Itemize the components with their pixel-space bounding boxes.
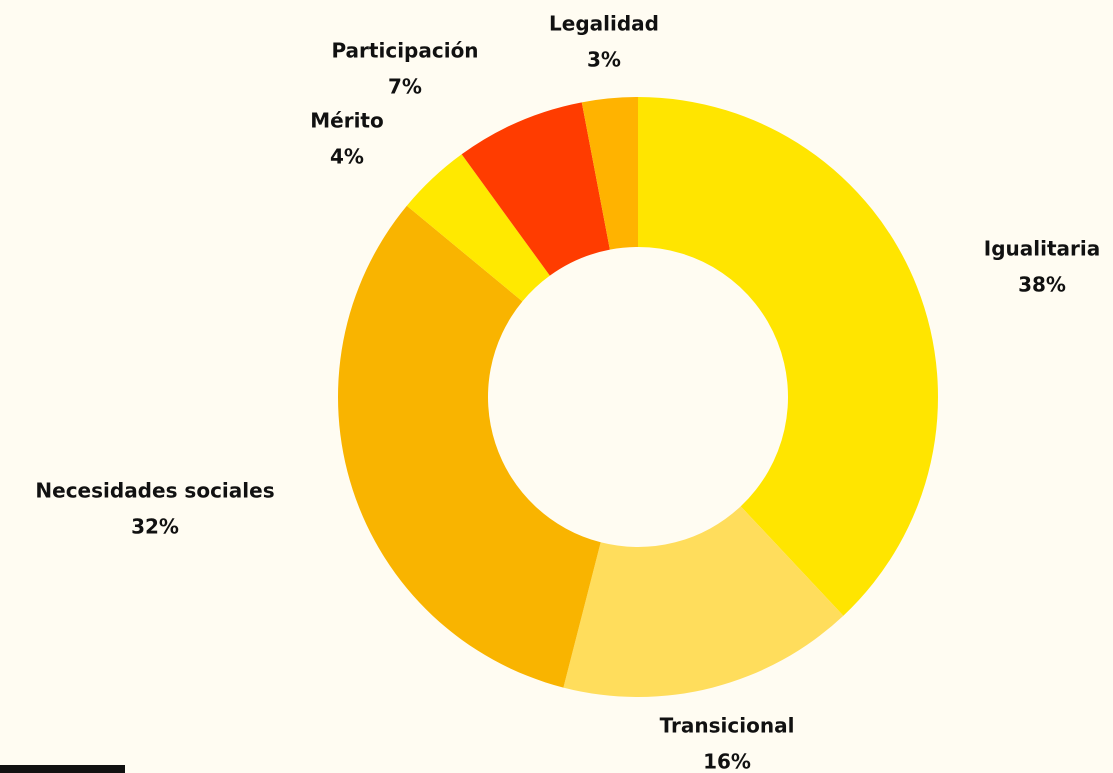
- slice: [461, 102, 610, 276]
- value-label: 4%: [330, 145, 364, 169]
- slice-label: Transicional: [660, 714, 795, 738]
- slice: [581, 97, 638, 250]
- value-label: 16%: [703, 750, 751, 773]
- value-label: 38%: [1018, 273, 1066, 297]
- slice-label: Legalidad: [549, 12, 659, 36]
- decor-bar: [0, 765, 125, 773]
- value-label: 7%: [388, 75, 422, 99]
- slice: [563, 506, 844, 698]
- slice-label: Participación: [331, 39, 478, 63]
- slice-label: Necesidades sociales: [35, 479, 274, 503]
- value-label: 3%: [587, 48, 621, 72]
- value-label: 32%: [131, 515, 179, 539]
- slice: [338, 205, 601, 688]
- slice-label: Mérito: [310, 109, 384, 133]
- slice: [406, 154, 550, 302]
- slice-label: Igualitaria: [984, 237, 1100, 261]
- slice: [638, 97, 939, 616]
